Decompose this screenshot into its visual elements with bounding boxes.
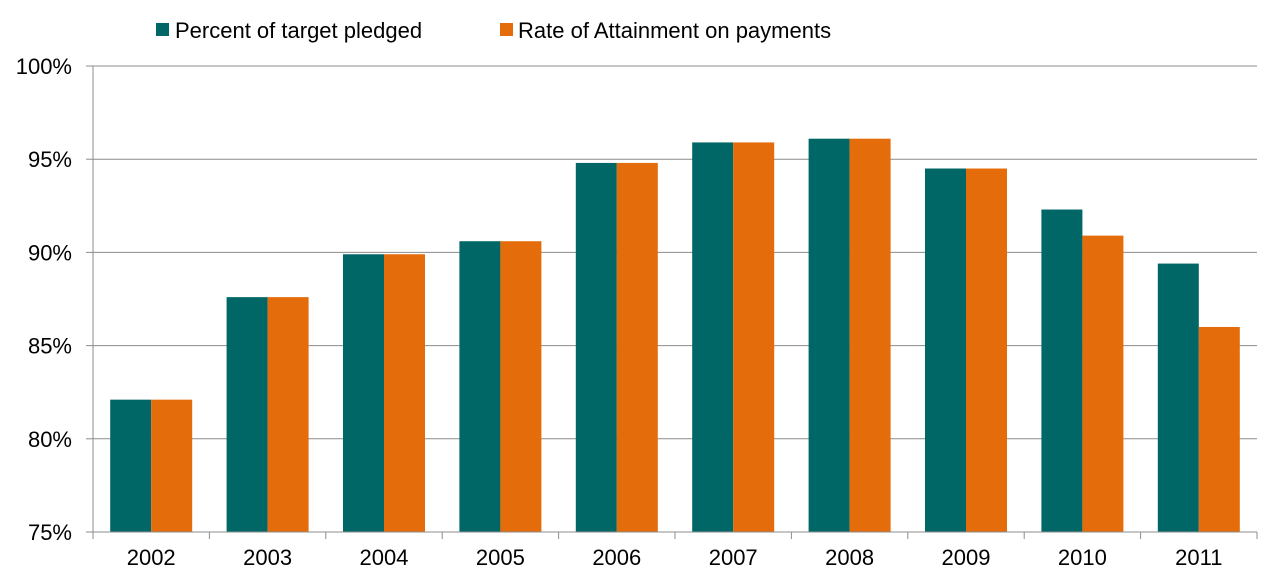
bar-percent-pledged-2002 (110, 399, 152, 532)
y-axis: 75% 80% 85% 90% 95% 100% (16, 54, 94, 545)
legend-swatch-percent-pledged (156, 23, 169, 36)
x-tick-label: 2005 (476, 545, 525, 570)
bar-rate-of-attainment-2008 (849, 138, 891, 533)
y-tick-label: 75% (28, 520, 72, 545)
bar-rate-of-attainment-2011 (1198, 326, 1240, 532)
bar-percent-pledged-2010 (1041, 209, 1083, 532)
x-tick-label: 2009 (942, 545, 991, 570)
legend-label-rate-of-attainment: Rate of Attainment on payments (518, 18, 831, 43)
y-tick-label: 85% (28, 334, 72, 359)
bar-rate-of-attainment-2010 (1082, 235, 1124, 532)
bar-rate-of-attainment-2005 (500, 241, 542, 532)
bars (110, 138, 1240, 533)
x-tick-label: 2002 (127, 545, 176, 570)
bar-rate-of-attainment-2004 (384, 254, 425, 533)
bar-rate-of-attainment-2006 (616, 162, 658, 533)
bar-percent-pledged-2011 (1157, 263, 1199, 532)
x-tick-label: 2006 (592, 545, 641, 570)
x-tick-label: 2008 (825, 545, 874, 570)
bar-percent-pledged-2006 (575, 162, 617, 533)
legend-swatch-rate-of-attainment (500, 23, 513, 36)
bar-percent-pledged-2004 (343, 254, 384, 533)
x-tick-label: 2007 (709, 545, 758, 570)
y-tick-label: 95% (28, 147, 72, 172)
y-tick-label: 80% (28, 427, 72, 452)
y-tick-label: 100% (16, 54, 72, 79)
bar-percent-pledged-2007 (692, 142, 734, 532)
bar-rate-of-attainment-2007 (733, 142, 775, 532)
x-tick-label: 2011 (1175, 545, 1222, 570)
bar-rate-of-attainment-2002 (151, 399, 193, 532)
bar-percent-pledged-2009 (925, 168, 966, 532)
x-tick-label: 2010 (1058, 545, 1107, 570)
x-tick-label: 2004 (360, 545, 409, 570)
x-tick-label: 2003 (243, 545, 292, 570)
bar-rate-of-attainment-2009 (966, 168, 1007, 532)
legend: Percent of target pledged Rate of Attain… (156, 18, 831, 43)
x-axis: 2002 2003 2004 2005 2006 2007 2008 2009 2010 2011 (92, 531, 1258, 570)
bar-percent-pledged-2008 (808, 138, 850, 533)
bar-rate-of-attainment-2003 (267, 297, 309, 532)
bar-percent-pledged-2005 (459, 241, 501, 532)
y-tick-label: 90% (28, 240, 72, 265)
legend-label-percent-pledged: Percent of target pledged (175, 18, 422, 43)
bar-percent-pledged-2003 (226, 297, 268, 532)
